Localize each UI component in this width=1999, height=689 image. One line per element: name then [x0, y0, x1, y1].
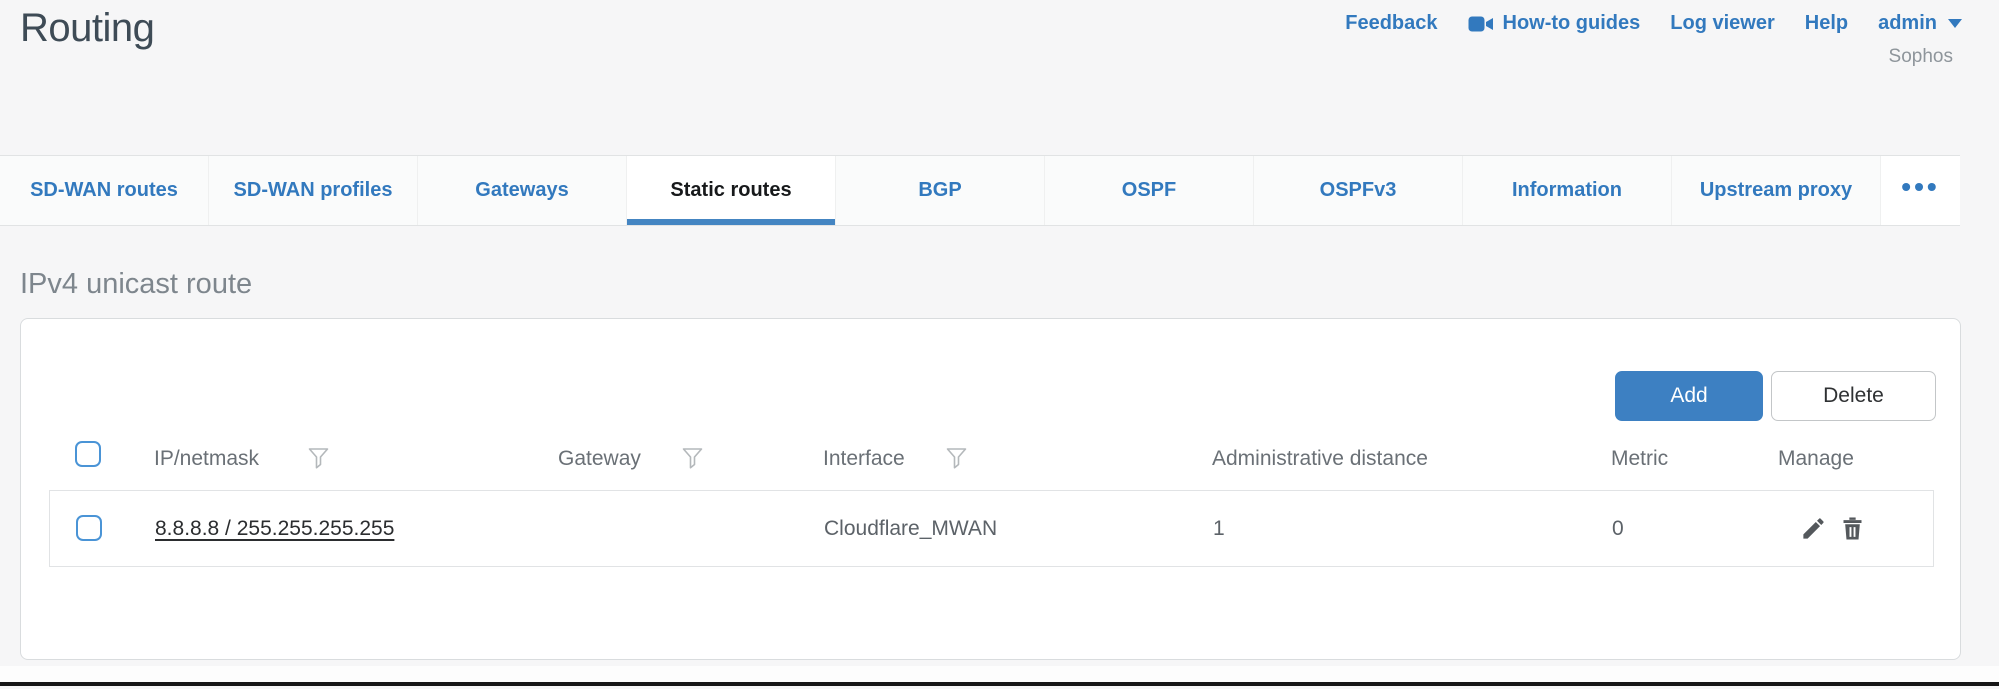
chevron-down-icon [1948, 19, 1962, 28]
filter-icon[interactable] [945, 446, 968, 475]
column-header-ip-netmask: IP/netmask [154, 447, 260, 470]
help-label: Help [1804, 12, 1849, 34]
delete-trash-icon[interactable] [1839, 515, 1866, 547]
howto-guides-link[interactable]: How-to guides [1468, 12, 1641, 35]
feedback-link[interactable]: Feedback [1345, 12, 1437, 35]
route-ip-link[interactable]: 8.8.8.8 / 255.255.255.255 [155, 517, 395, 540]
horizontal-scrollbar-track[interactable] [0, 666, 1999, 682]
tab-overflow-menu[interactable]: ••• [1881, 156, 1960, 225]
route-admin-distance-value: 1 [1213, 517, 1225, 540]
top-nav: Feedback How-to guides Log viewer Help a… [1345, 12, 1962, 35]
section-heading: IPv4 unicast route [20, 268, 253, 300]
brand-label: Sophos [1888, 46, 1953, 67]
tab-upstream-proxy[interactable]: Upstream proxy [1672, 156, 1881, 225]
feedback-label: Feedback [1345, 12, 1438, 34]
howto-guides-label: How-to guides [1502, 12, 1641, 34]
route-interface-value: Cloudflare_MWAN [824, 517, 998, 540]
filter-icon[interactable] [681, 446, 704, 475]
page-title: Routing [20, 6, 155, 50]
column-header-admin-distance: Administrative distance [1212, 447, 1428, 470]
table-row: 8.8.8.8 / 255.255.255.255 Cloudflare_MWA… [49, 490, 1934, 567]
column-header-gateway: Gateway [558, 447, 641, 470]
column-header-interface: Interface [823, 447, 905, 470]
help-link[interactable]: Help [1805, 12, 1848, 35]
tab-ospf[interactable]: OSPF [1045, 156, 1254, 225]
edit-pencil-icon[interactable] [1800, 515, 1827, 547]
tab-bgp[interactable]: BGP [836, 156, 1045, 225]
window-bottom-edge [0, 682, 1999, 686]
delete-button[interactable]: Delete [1771, 371, 1936, 421]
log-viewer-link[interactable]: Log viewer [1670, 12, 1774, 35]
tab-bar: SD-WAN routes SD-WAN profiles Gateways S… [0, 155, 1960, 226]
video-camera-icon [1468, 15, 1494, 33]
tab-sd-wan-routes[interactable]: SD-WAN routes [0, 156, 209, 225]
column-header-manage: Manage [1778, 447, 1854, 470]
add-button[interactable]: Add [1615, 371, 1763, 421]
tab-information[interactable]: Information [1463, 156, 1672, 225]
tab-gateways[interactable]: Gateways [418, 156, 627, 225]
row-checkbox[interactable] [76, 515, 102, 541]
log-viewer-label: Log viewer [1670, 12, 1775, 34]
tab-sd-wan-profiles[interactable]: SD-WAN profiles [209, 156, 418, 225]
admin-label: admin [1878, 12, 1937, 34]
admin-menu[interactable]: admin [1878, 12, 1962, 35]
tab-static-routes[interactable]: Static routes [627, 156, 836, 225]
routes-panel: Add Delete IP/netmask Gateway Interface … [20, 318, 1961, 660]
tab-ospfv3[interactable]: OSPFv3 [1254, 156, 1463, 225]
route-metric-value: 0 [1612, 517, 1624, 540]
select-all-checkbox[interactable] [75, 441, 101, 467]
filter-icon[interactable] [307, 446, 330, 475]
column-header-metric: Metric [1611, 447, 1669, 470]
